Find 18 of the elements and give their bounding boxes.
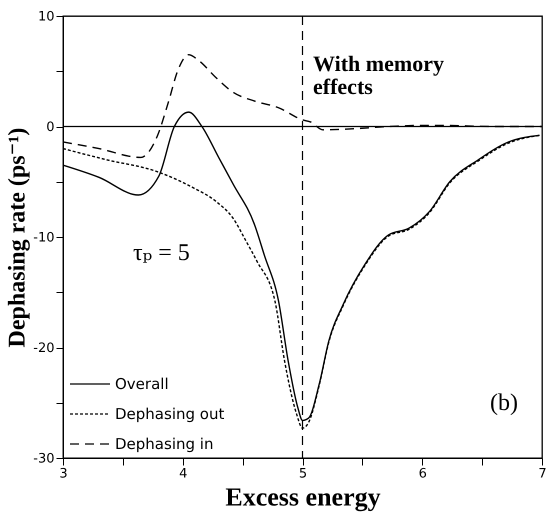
x-tick-label: 5 <box>298 466 308 482</box>
x-tick-label: 4 <box>179 466 188 482</box>
y-tick-label: -10 <box>33 230 54 246</box>
y-tick-label: -20 <box>33 341 54 356</box>
y-tick-label: 0 <box>46 120 54 135</box>
x-axis-title: Excess energy <box>225 482 381 512</box>
legend-label: Dephasing out <box>115 405 224 423</box>
x-tick-label: 6 <box>418 466 427 482</box>
annotation: τₚ = 5 <box>133 240 190 266</box>
annotation: (b) <box>490 390 518 416</box>
y-tick-label: 10 <box>38 10 54 24</box>
x-tick-label: 7 <box>538 466 547 482</box>
y-tick-label: -30 <box>33 452 54 466</box>
legend-label: Dephasing in <box>115 435 214 453</box>
x-tick-label: 3 <box>59 466 68 482</box>
y-axis-title: Dephasing rate (ps⁻¹) <box>4 128 30 348</box>
annotation: With memory effects <box>313 51 444 100</box>
legend-label: Overall <box>115 375 169 393</box>
